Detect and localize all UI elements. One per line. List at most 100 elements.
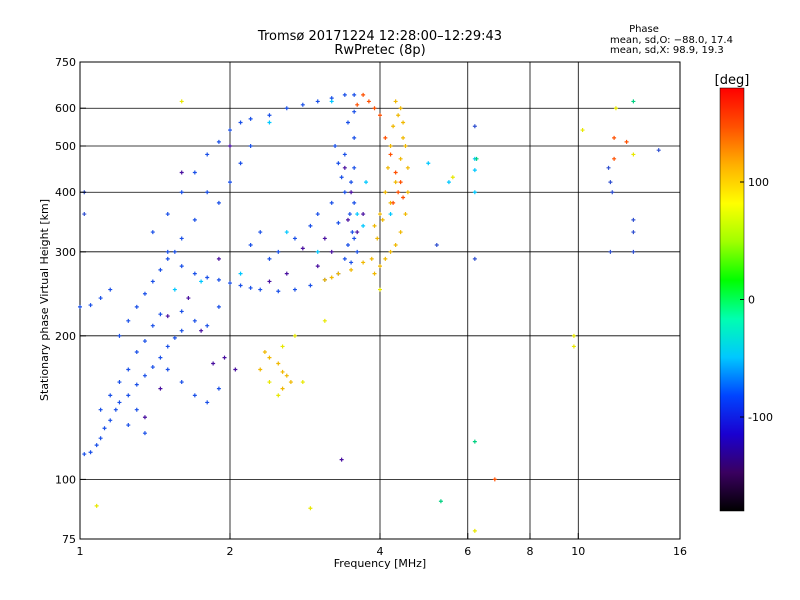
data-point [329,275,334,280]
data-point [375,236,380,241]
data-point [192,271,197,276]
data-point [364,180,369,185]
data-point [345,217,350,222]
data-point [233,367,238,372]
data-point [347,212,352,217]
data-point [401,135,406,140]
data-point [398,106,403,111]
data-point [150,365,155,370]
x-tick-label: 6 [464,545,471,558]
data-point [179,99,184,104]
data-point [117,400,122,405]
data-point [393,243,398,248]
data-point [378,113,382,118]
data-point [276,249,281,254]
data-point [276,361,281,366]
data-point [179,309,184,314]
colorbar-label: [deg] [715,73,750,88]
data-point [267,120,272,125]
data-point [355,230,360,235]
data-point [82,212,87,217]
data-point [150,279,155,284]
data-point [199,328,204,333]
data-point [292,236,297,241]
data-point [378,212,382,217]
phase-stats-o: mean, sd,O: −88.0, 17.4 [610,35,733,46]
data-point [631,249,636,254]
data-point [315,249,320,254]
data-point [284,106,289,111]
x-tick-label: 8 [527,545,534,558]
data-point [391,200,396,205]
data-point [329,200,334,205]
data-point [142,431,147,436]
data-point [179,264,184,269]
data-point [434,243,439,248]
x-axis-label: Frequency [MHz] [334,557,426,570]
data-point [366,99,371,104]
data-point [276,393,281,398]
data-point [472,256,477,261]
data-point [228,143,232,148]
data-point [284,230,289,235]
data-point [349,190,354,195]
data-point [398,156,403,161]
data-point [472,124,477,129]
data-point [472,190,477,195]
y-tick-label: 75 [62,533,76,546]
data-point [216,256,221,261]
data-point [98,296,103,301]
data-point [342,92,347,97]
data-point [98,407,103,412]
data-point [336,271,341,276]
data-point [342,165,347,170]
data-point [211,361,216,366]
data-point [276,289,281,294]
data-point [631,217,636,222]
data-point [322,277,327,282]
data-point [396,190,401,195]
x-tick-label: 16 [673,545,687,558]
data-point [300,102,305,107]
colorbar-tick-label: 100 [748,176,769,189]
data-point [126,423,131,428]
colorbar-ticks: 100 0 -100 [740,176,773,424]
data-point [258,367,263,372]
data-point [284,271,289,276]
data-point [134,382,139,387]
data-point [396,113,401,118]
data-point [608,249,613,254]
data-point [610,190,615,195]
data-point [165,314,170,319]
data-point [300,246,305,251]
data-point [329,249,334,254]
data-point [142,339,147,344]
data-point [165,212,170,217]
data-point [385,165,390,170]
data-point [336,161,341,166]
data-point [126,393,131,398]
data-point [378,287,382,292]
data-point [280,386,285,391]
data-point [383,190,388,195]
data-point [398,180,403,185]
data-point [179,236,184,241]
phase-stats-x: mean, sd,X: 98.9, 19.3 [610,45,724,56]
data-point [267,279,272,284]
data-point [222,355,227,360]
y-tick-label: 100 [55,473,76,486]
data-point [345,243,350,248]
data-point [329,99,334,104]
data-point [267,113,272,118]
chart-title-line1: Tromsø 20171224 12:28:00–12:29:43 [257,29,502,44]
data-point [228,180,232,185]
data-point [165,344,170,349]
data-point [172,287,177,292]
data-point [608,180,613,185]
data-point [355,102,360,107]
data-point [393,170,398,175]
data-point [186,296,191,301]
data-point [262,349,267,354]
data-point [150,230,155,235]
